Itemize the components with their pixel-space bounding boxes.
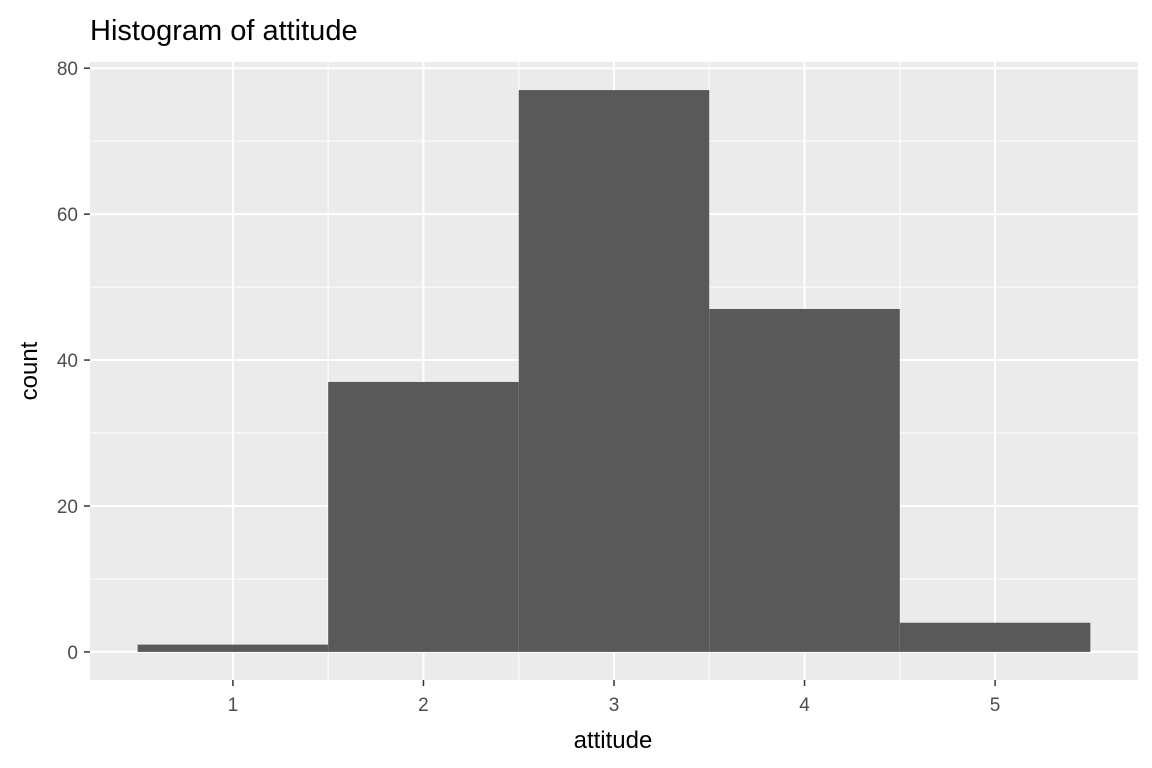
chart-title: Histogram of attitude: [90, 15, 358, 47]
y-tick-label: 80: [57, 59, 78, 80]
y-axis: 0 20 40 60 80: [57, 59, 90, 664]
histogram-bar: [328, 381, 519, 652]
x-tick-label: 4: [799, 695, 810, 716]
histogram-bar: [709, 308, 900, 652]
x-axis: 1 2 3 4 5: [228, 680, 1001, 716]
histogram-bar: [137, 644, 329, 652]
histogram-bar: [899, 622, 1091, 652]
x-tick-label: 1: [228, 695, 239, 716]
x-tick-label: 5: [990, 695, 1001, 716]
y-axis-title: count: [16, 341, 43, 400]
y-tick-label: 40: [57, 351, 78, 372]
histogram-bars: [137, 90, 1091, 652]
x-tick-label: 2: [418, 695, 429, 716]
histogram-bar: [518, 90, 710, 652]
x-tick-label: 3: [609, 695, 620, 716]
y-tick-label: 0: [67, 643, 78, 664]
x-axis-title: attitude: [574, 727, 653, 754]
y-tick-label: 20: [57, 497, 78, 518]
y-tick-label: 60: [57, 205, 78, 226]
